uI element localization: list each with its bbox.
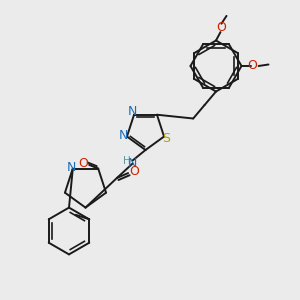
Text: S: S <box>162 132 170 146</box>
Text: O: O <box>217 21 226 34</box>
Text: H: H <box>123 156 131 167</box>
Text: N: N <box>128 105 137 118</box>
Text: N: N <box>119 128 128 142</box>
Text: O: O <box>78 157 88 169</box>
Text: N: N <box>67 160 76 173</box>
Text: O: O <box>129 165 139 178</box>
Text: N: N <box>128 157 137 170</box>
Text: O: O <box>248 59 257 72</box>
